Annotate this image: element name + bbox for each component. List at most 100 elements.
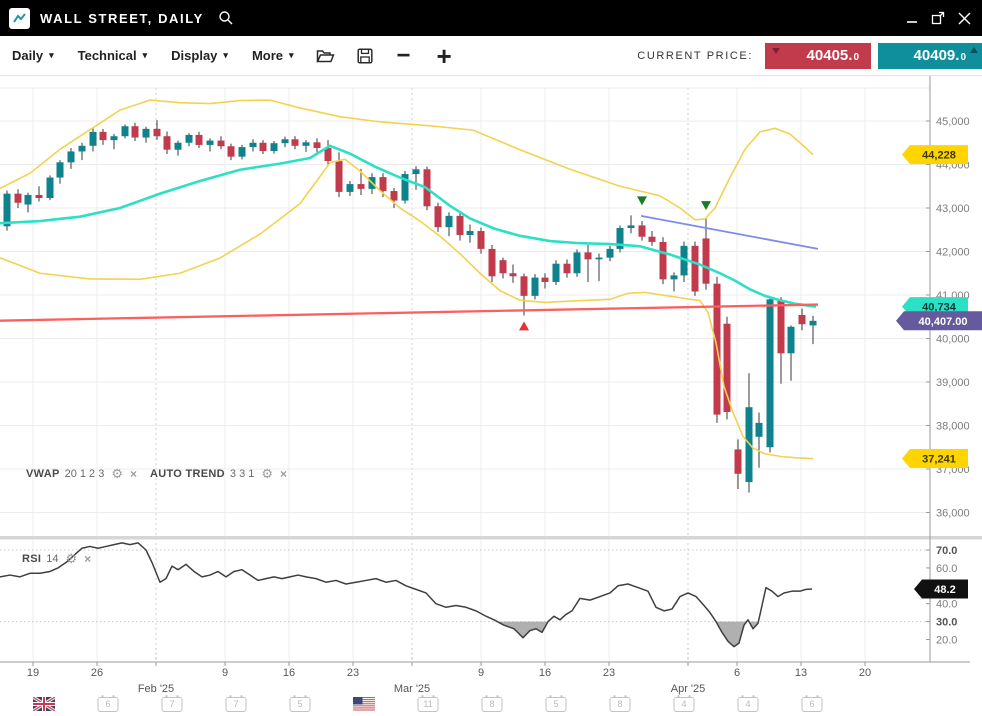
- us-flag-icon[interactable]: [353, 697, 375, 716]
- calendar-event-icon[interactable]: 7: [161, 694, 183, 712]
- candle-body: [313, 142, 321, 148]
- close-icon[interactable]: [956, 10, 972, 26]
- candle-body: [357, 184, 365, 189]
- menu-display[interactable]: Display ▾: [171, 48, 228, 63]
- calendar-event-icon[interactable]: 6: [801, 694, 823, 712]
- rsi-axis-label: 60.0: [936, 563, 957, 575]
- month-axis-label: Feb '25: [138, 683, 174, 695]
- candle-body: [249, 142, 257, 148]
- menu-technical-label: Technical: [77, 48, 137, 63]
- candle-body: [270, 143, 278, 152]
- candle-body: [755, 422, 763, 437]
- date-axis-label: 9: [478, 667, 484, 679]
- gear-icon[interactable]: ⚙: [65, 551, 78, 566]
- current-price-label: CURRENT PRICE:: [637, 49, 753, 62]
- calendar-event-icon[interactable]: 7: [225, 694, 247, 712]
- price-badge-shape: [914, 579, 968, 599]
- vwap-line: [0, 144, 817, 308]
- candle-body: [153, 128, 161, 137]
- search-icon[interactable]: [218, 10, 234, 26]
- auto-trend-params: 3 3 1: [229, 468, 255, 480]
- sell-price-badge[interactable]: 40405. 0: [765, 42, 871, 69]
- chevron-down-icon: ▾: [142, 50, 148, 60]
- rsi-name: RSI: [22, 553, 42, 565]
- candle-body: [787, 326, 795, 354]
- date-axis-label: 13: [795, 667, 807, 679]
- candle-body: [434, 206, 442, 228]
- candle-body: [174, 142, 182, 150]
- minimize-button[interactable]: [904, 10, 920, 26]
- menu-technical[interactable]: Technical ▾: [78, 48, 148, 63]
- price-axis-label: 38,000: [936, 421, 970, 433]
- candle-body: [227, 146, 235, 157]
- candle-body: [412, 169, 420, 175]
- sell-signal-triangle-icon: [701, 201, 711, 211]
- calendar-event-icon[interactable]: 5: [545, 694, 567, 712]
- candle-body: [24, 194, 32, 205]
- zoom-out-button[interactable]: −: [396, 41, 411, 69]
- calendar-event-icon[interactable]: 11: [417, 694, 439, 712]
- candle-body: [3, 193, 11, 227]
- popout-button[interactable]: [930, 10, 946, 26]
- buy-price-value: 40409.: [913, 46, 960, 64]
- candle-body: [616, 228, 624, 249]
- date-axis-label: 16: [283, 667, 295, 679]
- menu-more[interactable]: More ▾: [252, 48, 294, 63]
- date-axis-label: 16: [539, 667, 551, 679]
- calendar-event-icon[interactable]: 6: [97, 694, 119, 712]
- candle-body: [324, 147, 332, 162]
- candle-body: [56, 162, 64, 178]
- candle-body: [552, 263, 560, 282]
- calendar-event-icon[interactable]: 8: [481, 694, 503, 712]
- candle-body: [584, 252, 592, 260]
- candle-body: [734, 449, 742, 474]
- candle-body: [35, 194, 43, 198]
- save-icon[interactable]: [356, 47, 373, 64]
- price-axis-label: 40,000: [936, 334, 970, 346]
- rsi-axis-label: 30.0: [936, 617, 957, 629]
- candle-body: [723, 323, 731, 413]
- candle-body: [531, 277, 539, 296]
- candle-body: [445, 215, 453, 228]
- menu-more-label: More: [251, 48, 283, 63]
- candle-body: [281, 139, 289, 144]
- price-level-badge: 40,734: [922, 302, 957, 314]
- candle-body: [477, 231, 485, 249]
- remove-vwap-icon[interactable]: ×: [130, 467, 138, 481]
- candle-body: [638, 225, 646, 237]
- candle-body: [573, 252, 581, 274]
- calendar-event-count: 8: [489, 699, 495, 709]
- candle-body: [606, 248, 614, 258]
- vwap-params: 20 1 2 3: [64, 468, 105, 480]
- remove-auto-trend-icon[interactable]: ×: [280, 467, 288, 481]
- gear-icon[interactable]: ⚙: [261, 466, 274, 481]
- zoom-in-button[interactable]: +: [436, 40, 452, 71]
- remove-rsi-icon[interactable]: ×: [84, 552, 92, 566]
- rsi-line: [0, 542, 813, 648]
- candle-body: [659, 241, 667, 280]
- candle-body: [509, 273, 517, 277]
- candle-body: [379, 177, 387, 192]
- bollinger-lower-band: [0, 158, 814, 460]
- candle-body: [541, 277, 549, 282]
- menu-daily[interactable]: Daily ▾: [12, 48, 54, 63]
- buy-price-badge[interactable]: 40409. 0: [878, 42, 982, 69]
- candle-body: [401, 174, 409, 201]
- calendar-event-count: 5: [553, 699, 559, 709]
- menu-daily-label: Daily: [12, 48, 44, 63]
- candle-body: [670, 275, 678, 280]
- calendar-event-icon[interactable]: 4: [673, 694, 695, 712]
- calendar-event-icon[interactable]: 8: [609, 694, 631, 712]
- rsi-axis-label: 20.0: [936, 635, 957, 647]
- uk-flag-icon[interactable]: [32, 695, 56, 716]
- gear-icon[interactable]: ⚙: [111, 466, 124, 481]
- calendar-event-count: 6: [809, 699, 815, 709]
- calendar-event-icon[interactable]: 5: [289, 694, 311, 712]
- open-folder-icon[interactable]: [315, 48, 335, 64]
- auto-trend-indicator-label: AUTO TREND 3 3 1 ⚙ ×: [150, 467, 287, 481]
- calendar-event-icon[interactable]: 4: [737, 694, 759, 712]
- buy-signal-triangle-icon: [519, 321, 529, 331]
- candle-body: [206, 140, 214, 145]
- arrow-up-icon: [970, 46, 978, 53]
